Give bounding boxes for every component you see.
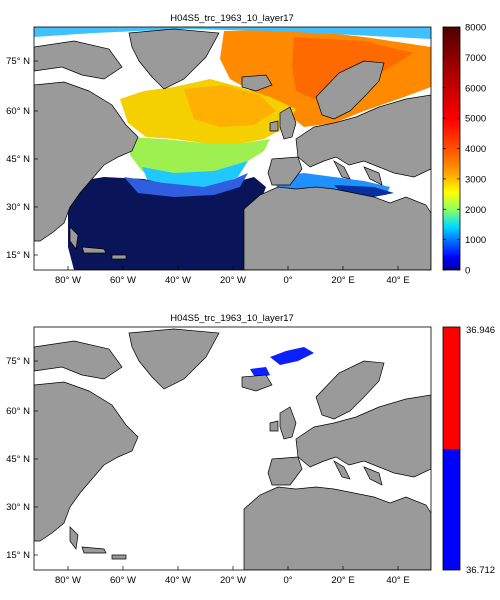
map-panel-top: H04S5_trc_1963_10_layer17 xyxy=(6,13,486,286)
tracer-field xyxy=(34,27,431,270)
map-area xyxy=(34,327,431,570)
lon-tick-label: 80° W xyxy=(55,275,81,286)
lon-tick-label: 40° E xyxy=(386,275,409,286)
map-panel-bottom: H04S5_trc_1963_10_layer17 75° N 60° N 45… xyxy=(6,313,495,586)
colorbar-tick-label: 1000 xyxy=(465,235,486,246)
lon-axis: 80° W 60° W 40° W 20° W 0° 20° E 40° E xyxy=(55,566,410,586)
colorbar-class-low xyxy=(443,449,460,570)
lon-tick-label: 20° W xyxy=(220,275,246,286)
lat-tick-label: 15° N xyxy=(6,250,30,261)
lon-tick-label: 40° E xyxy=(386,575,409,586)
colorbar-tick-label: 2000 xyxy=(465,205,486,216)
lat-tick-label: 15° N xyxy=(6,550,30,561)
lat-tick-label: 60° N xyxy=(6,406,30,417)
colorbar-tick-label: 3000 xyxy=(465,174,486,185)
lat-tick-label: 45° N xyxy=(6,154,30,165)
colorbar: 36.946 36.712 xyxy=(442,325,495,576)
lon-tick-label: 40° W xyxy=(165,275,191,286)
lon-tick-label: 80° W xyxy=(55,575,81,586)
lat-tick-label: 60° N xyxy=(6,106,30,117)
colorbar-tick-label: 4000 xyxy=(465,144,486,155)
colorbar-tick-label: 5000 xyxy=(465,114,486,125)
colorbar-tick-label: 8000 xyxy=(465,23,486,34)
colorbar-class-high xyxy=(443,327,460,449)
colorbar: 0 1000 2000 3000 4000 5000 6000 7000 8000 xyxy=(442,23,486,277)
lat-tick-label: 45° N xyxy=(6,454,30,465)
map-frame xyxy=(33,326,432,571)
lat-tick-label: 30° N xyxy=(6,202,30,213)
lon-tick-label: 60° W xyxy=(110,275,136,286)
lon-tick-label: 0° xyxy=(283,275,292,286)
lat-axis: 75° N 60° N 45° N 30° N 15° N xyxy=(6,356,38,561)
lat-tick-label: 75° N xyxy=(6,356,30,367)
lat-tick-label: 75° N xyxy=(6,56,30,67)
map-title: H04S5_trc_1963_10_layer17 xyxy=(170,313,294,324)
colorbar-tick-label: 0 xyxy=(465,266,470,277)
lon-tick-label: 20° E xyxy=(331,575,354,586)
colorbar-tick-label: 6000 xyxy=(465,83,486,94)
colorbar-tick-label: 7000 xyxy=(465,53,486,64)
colorbar-tick-label: 36.712 xyxy=(466,565,495,576)
lon-tick-label: 40° W xyxy=(165,575,191,586)
lat-axis: 75° N 60° N 45° N 30° N 15° N xyxy=(6,56,38,261)
lon-tick-label: 60° W xyxy=(110,575,136,586)
colorbar-tick-label: 36.946 xyxy=(466,325,495,336)
lon-tick-label: 20° E xyxy=(331,275,354,286)
lon-tick-label: 20° W xyxy=(220,575,246,586)
map-title: H04S5_trc_1963_10_layer17 xyxy=(170,13,294,24)
lon-tick-label: 0° xyxy=(283,575,292,586)
map-area xyxy=(34,27,431,270)
lat-tick-label: 30° N xyxy=(6,502,30,513)
lon-axis: 80° W 60° W 40° W 20° W 0° 20° E 40° E xyxy=(55,266,410,286)
map-frame xyxy=(33,26,432,271)
